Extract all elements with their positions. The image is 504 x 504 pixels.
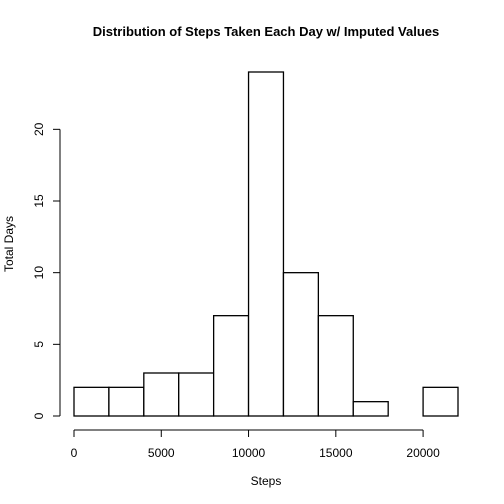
histogram-bar: [143, 372, 180, 417]
x-tick-label: 5000: [148, 446, 175, 460]
y-tick-label: 15: [32, 194, 46, 208]
y-axis: 0 5 10 15 20: [32, 122, 61, 419]
x-tick-label: 15000: [319, 446, 353, 460]
x-tick-label: 10000: [232, 446, 266, 460]
x-tick-label: 20000: [406, 446, 440, 460]
histogram-bar: [317, 315, 354, 417]
y-tick-label: 5: [32, 341, 46, 348]
x-tick-label: 0: [71, 446, 78, 460]
y-tick-label: 10: [32, 266, 46, 280]
chart-title: Distribution of Steps Taken Each Day w/ …: [93, 24, 440, 39]
histogram-bar: [247, 71, 285, 417]
y-tick-label: 0: [32, 412, 46, 419]
histogram-bar: [73, 386, 110, 417]
histogram-bar: [108, 386, 145, 417]
x-axis-title: Steps: [251, 474, 282, 488]
histogram-bar: [352, 401, 389, 417]
bars-group: [73, 71, 459, 417]
x-axis: 0 5000 10000 15000 20000: [71, 429, 440, 460]
y-axis-title: Total Days: [2, 216, 16, 272]
y-tick-label: 20: [32, 122, 46, 136]
histogram-bar: [178, 372, 215, 417]
histogram-bar: [212, 315, 250, 417]
histogram-bar: [422, 386, 459, 417]
histogram-bar: [282, 272, 320, 417]
